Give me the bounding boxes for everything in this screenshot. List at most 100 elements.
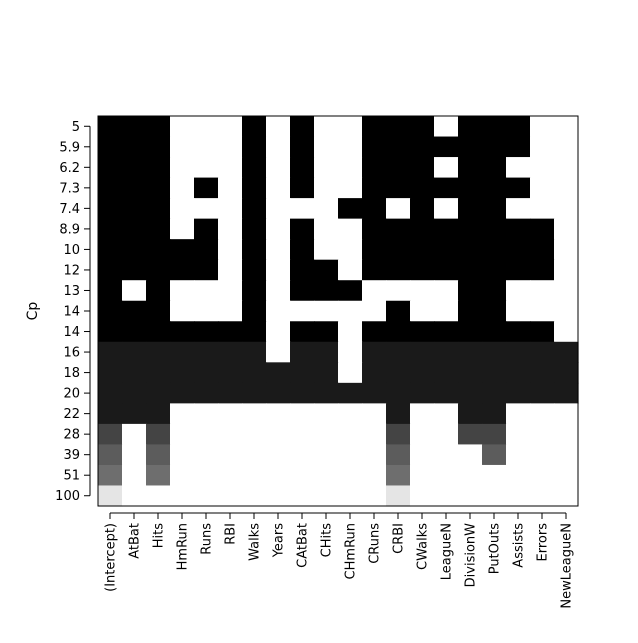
heatmap-cell bbox=[314, 157, 339, 179]
heatmap-cell bbox=[434, 239, 459, 261]
heatmap-cell bbox=[146, 444, 171, 466]
heatmap-cell bbox=[170, 464, 195, 487]
heatmap-cell bbox=[386, 239, 411, 261]
y-tick-label: 8.9 bbox=[59, 222, 80, 237]
y-tick-label: 20 bbox=[63, 387, 80, 402]
heatmap-cell bbox=[530, 362, 555, 384]
heatmap-cell bbox=[266, 136, 291, 158]
heatmap-cell bbox=[266, 444, 291, 466]
heatmap-cell bbox=[338, 177, 363, 199]
heatmap-cell bbox=[386, 485, 411, 507]
x-tick-label: (Intercept) bbox=[104, 523, 119, 592]
heatmap-cell bbox=[122, 464, 147, 487]
heatmap-cell bbox=[170, 218, 195, 240]
heatmap-cell bbox=[338, 259, 363, 281]
heatmap-cell bbox=[410, 485, 435, 507]
heatmap-cell bbox=[266, 362, 291, 384]
heatmap-cell bbox=[266, 259, 291, 281]
heatmap-cell bbox=[338, 321, 363, 343]
heatmap-cell bbox=[146, 136, 171, 158]
heatmap-cell bbox=[386, 280, 411, 302]
heatmap-cell bbox=[410, 464, 435, 487]
heatmap-cell bbox=[410, 136, 435, 158]
heatmap-cell bbox=[242, 136, 267, 158]
heatmap-cell bbox=[314, 259, 339, 281]
heatmap-cell bbox=[362, 116, 387, 138]
heatmap-cell bbox=[314, 321, 339, 343]
heatmap-cell bbox=[362, 259, 387, 281]
x-tick-label: Years bbox=[272, 523, 287, 559]
heatmap-cell bbox=[170, 239, 195, 261]
heatmap-cell bbox=[458, 136, 483, 158]
heatmap-cell bbox=[506, 485, 531, 507]
heatmap-cell bbox=[554, 444, 579, 466]
heatmap-cell bbox=[434, 341, 459, 363]
heatmap-cell bbox=[314, 116, 339, 138]
heatmap-cell bbox=[266, 382, 291, 404]
heatmap-cell bbox=[338, 116, 363, 138]
heatmap-cell bbox=[146, 259, 171, 281]
heatmap-cell bbox=[410, 218, 435, 240]
heatmap-cell bbox=[266, 300, 291, 322]
heatmap-cell bbox=[530, 157, 555, 179]
heatmap-cell bbox=[314, 198, 339, 220]
y-tick-label: 22 bbox=[63, 407, 80, 422]
heatmap-cell bbox=[146, 280, 171, 302]
heatmap-cell bbox=[506, 341, 531, 363]
y-tick-label: 5.9 bbox=[59, 140, 80, 155]
heatmap-cell bbox=[290, 116, 315, 138]
heatmap-cell bbox=[410, 423, 435, 446]
heatmap-cell bbox=[314, 239, 339, 261]
heatmap-cell bbox=[194, 177, 219, 199]
heatmap-cell bbox=[362, 485, 387, 507]
heatmap-cell bbox=[362, 280, 387, 302]
x-tick-label: Assists bbox=[512, 523, 527, 568]
heatmap-cell bbox=[506, 198, 531, 220]
heatmap-cell bbox=[554, 382, 579, 404]
heatmap-cell bbox=[458, 280, 483, 302]
heatmap-cell bbox=[98, 403, 123, 425]
y-tick-label: 39 bbox=[63, 448, 80, 463]
heatmap-cell bbox=[554, 116, 579, 138]
heatmap-cell bbox=[338, 485, 363, 507]
heatmap-cell bbox=[194, 259, 219, 281]
heatmap-cell bbox=[530, 116, 555, 138]
y-tick-label: 7.4 bbox=[59, 202, 80, 217]
heatmap-cell bbox=[554, 464, 579, 487]
heatmap-cell bbox=[266, 464, 291, 487]
heatmap-cell bbox=[386, 403, 411, 425]
heatmap-cell bbox=[242, 382, 267, 404]
y-tick-label: 28 bbox=[63, 428, 80, 443]
heatmap-cell bbox=[530, 300, 555, 322]
heatmap-cell bbox=[338, 341, 363, 363]
heatmap-cell bbox=[122, 321, 147, 343]
heatmap-cell bbox=[242, 280, 267, 302]
y-tick-label: 13 bbox=[63, 284, 80, 299]
heatmap-cell bbox=[194, 444, 219, 466]
heatmap-cell bbox=[218, 300, 243, 322]
heatmap-cell bbox=[434, 423, 459, 446]
heatmap-cell bbox=[242, 116, 267, 138]
heatmap-cell bbox=[290, 485, 315, 507]
heatmap-cell bbox=[98, 485, 123, 507]
heatmap-cell bbox=[506, 218, 531, 240]
heatmap-cell bbox=[218, 444, 243, 466]
heatmap-cell bbox=[170, 403, 195, 425]
heatmap-cell bbox=[362, 423, 387, 446]
heatmap-cell bbox=[290, 198, 315, 220]
heatmap-cell bbox=[434, 218, 459, 240]
heatmap-cell bbox=[242, 177, 267, 199]
heatmap-cell bbox=[410, 198, 435, 220]
heatmap-cell bbox=[506, 464, 531, 487]
y-axis: 5 5.9 6.2 7.3 7.4 8.9 10 12 13 14 14 16 18 20 22 28 39 51… bbox=[55, 120, 91, 504]
heatmap-cell bbox=[338, 464, 363, 487]
heatmap-cell bbox=[122, 341, 147, 363]
heatmap-cell bbox=[314, 218, 339, 240]
heatmap-cell bbox=[170, 382, 195, 404]
heatmap-cell bbox=[554, 259, 579, 281]
heatmap-cell bbox=[386, 423, 411, 446]
heatmap-cell bbox=[482, 464, 507, 487]
heatmap-cell bbox=[242, 423, 267, 446]
heatmap-cell bbox=[290, 218, 315, 240]
heatmap-cell bbox=[434, 321, 459, 343]
